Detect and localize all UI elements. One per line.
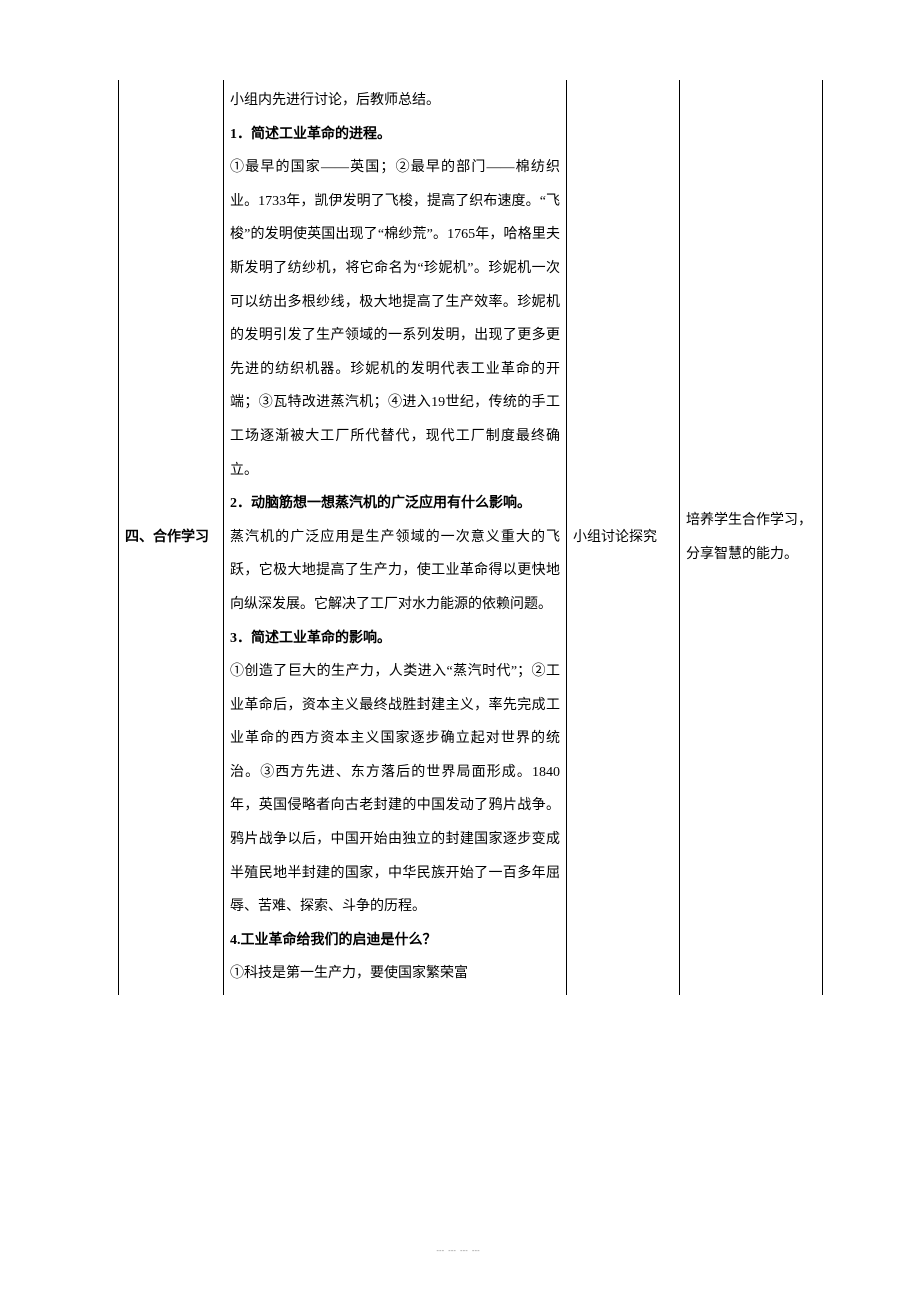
footer-decoration: ┄┄┄┄ — [436, 1235, 483, 1266]
content-paragraph: ①创造了巨大的生产力，人类进入“蒸汽时代”；②工业革命后，资本主义最终战胜封建主… — [230, 655, 560, 924]
goal-cell: 培养学生合作学习，分享智慧的能力。 — [680, 80, 823, 995]
content-paragraph: 3．简述工业革命的影响。 — [230, 622, 560, 656]
method-cell: 小组讨论探究 — [567, 80, 680, 995]
section-label-cell: 四、合作学习 — [119, 80, 224, 995]
content-cell: 小组内先进行讨论，后教师总结。1．简述工业革命的进程。①最早的国家——英国；②最… — [224, 80, 567, 995]
method-text: 小组讨论探究 — [573, 530, 657, 545]
content-paragraph: ①科技是第一生产力，要使国家繁荣富 — [230, 957, 560, 991]
content-paragraph: 4.工业革命给我们的启迪是什么？ — [230, 924, 560, 958]
content-paragraph: 蒸汽机的广泛应用是生产领域的一次意义重大的飞跃，它极大地提高了生产力，使工业革命… — [230, 521, 560, 622]
goal-text: 培养学生合作学习，分享智慧的能力。 — [686, 513, 812, 562]
content-paragraph: 小组内先进行讨论，后教师总结。 — [230, 84, 560, 118]
lesson-plan-table: 四、合作学习 小组内先进行讨论，后教师总结。1．简述工业革命的进程。①最早的国家… — [118, 80, 823, 995]
section-label: 四、合作学习 — [125, 530, 209, 545]
content-paragraph: 1．简述工业革命的进程。 — [230, 118, 560, 152]
content-paragraph: ①最早的国家——英国；②最早的部门——棉纺织业。1733年，凯伊发明了飞梭，提高… — [230, 151, 560, 487]
content-paragraph: 2．动脑筋想一想蒸汽机的广泛应用有什么影响。 — [230, 487, 560, 521]
